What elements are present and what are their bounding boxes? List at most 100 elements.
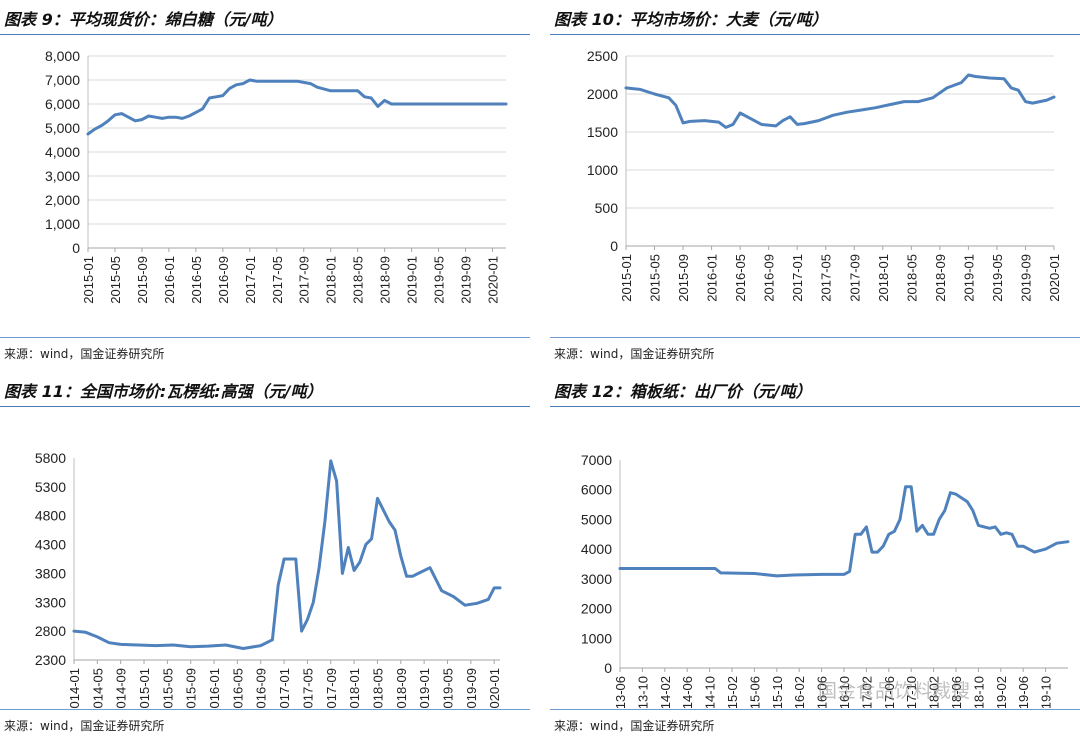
x-tick-label: 2017-09 xyxy=(847,254,862,302)
x-tick-label: 2014-06 xyxy=(680,676,695,708)
x-tick-label: 2019-01 xyxy=(417,668,432,708)
y-tick-label: 7,000 xyxy=(45,72,80,88)
chart-header: 图表 9：平均现货价：绵白糖（元/吨） xyxy=(0,0,530,35)
chart-area: 2300 2800 3300 3800 4300 4800 5300 5800 2014-01 2… xyxy=(0,406,530,708)
y-tick-label: 2300 xyxy=(35,652,66,668)
x-tick-label: 2016-02 xyxy=(792,676,807,708)
chart-area: 0 1,000 2,000 3,000 4,000 5,000 6,000 7,000 8,00… xyxy=(0,34,530,336)
chart-area: 0 500 1000 1500 2000 2500 2015-01 2015-05 2015-0… xyxy=(550,34,1080,336)
y-tick-label: 0 xyxy=(604,660,612,676)
x-tick-label: 2018-02 xyxy=(927,676,942,708)
x-tick-label: 2018-09 xyxy=(933,254,948,302)
y-tick-label: 5,000 xyxy=(45,120,80,136)
x-tick-label: 2018-09 xyxy=(394,668,409,708)
y-tick-label: 2,000 xyxy=(45,192,80,208)
x-tick-label: 2014-01 xyxy=(67,668,82,708)
x-tick-label: 2016-09 xyxy=(216,256,231,304)
x-tick-label: 2017-05 xyxy=(270,256,285,304)
x-tick-label: 2017-01 xyxy=(790,254,805,302)
series-line xyxy=(618,485,1070,578)
x-tick-label: 2015-05 xyxy=(108,256,123,304)
x-tick-label: 2015-01 xyxy=(619,254,634,302)
x-tick-label: 2018-01 xyxy=(324,256,339,304)
x-tick-label: 2019-09 xyxy=(1018,254,1033,302)
x-tick-label: 2016-05 xyxy=(230,668,245,708)
chart-source: 来源：wind，国金证券研究所 xyxy=(0,337,530,370)
x-tick-label: 2018-10 xyxy=(971,676,986,708)
x-tick-label: 2017-01 xyxy=(243,256,258,304)
x-tick-label: 2019-05 xyxy=(432,256,447,304)
x-tick-label: 2013-06 xyxy=(613,676,628,708)
chart-header: 图表 11：全国市场价:瓦楞纸:高强（元/吨） xyxy=(0,372,530,407)
x-tick-label: 2019-06 xyxy=(1016,676,1031,708)
x-tick-label: 2015-09 xyxy=(184,668,199,708)
y-tick-label: 2800 xyxy=(35,623,66,639)
x-tick-label: 2017-01 xyxy=(277,668,292,708)
x-tick-label: 2014-10 xyxy=(703,676,718,708)
x-tick-label: 2018-05 xyxy=(351,256,366,304)
x-tick-label: 2019-10 xyxy=(1039,676,1054,708)
x-tick-label: 2015-01 xyxy=(137,668,152,708)
corrugated-paper-price-line-chart: 2300 2800 3300 3800 4300 4800 5300 5800 2014-01 2… xyxy=(35,450,502,708)
y-tick-label: 3300 xyxy=(35,594,66,610)
x-tick-label: 2016-06 xyxy=(815,676,830,708)
chart-title: 图表 12：箱板纸：出厂价（元/吨） xyxy=(554,382,812,401)
y-tick-label: 0 xyxy=(610,238,618,254)
x-tick-label: 2014-05 xyxy=(90,668,105,708)
series-line xyxy=(624,73,1056,129)
x-tick-label: 2017-10 xyxy=(904,676,919,708)
y-tick-label: 4000 xyxy=(581,541,612,557)
source-label: 来源：wind，国金证券研究所 xyxy=(4,347,165,361)
watermark: 国金食品饮料裁搜 xyxy=(818,680,971,702)
y-tick-label: 1000 xyxy=(581,630,612,646)
x-tick-label: 2017-02 xyxy=(859,676,874,708)
x-tick-label: 2016-01 xyxy=(207,668,222,708)
x-tick-label: 2017-09 xyxy=(297,256,312,304)
y-tick-label: 2000 xyxy=(587,86,618,102)
x-tick-label: 2015-02 xyxy=(725,676,740,708)
y-tick-label: 8,000 xyxy=(45,48,80,64)
x-tick-label: 2013-10 xyxy=(635,676,650,708)
y-tick-label: 3,000 xyxy=(45,168,80,184)
x-tick-label: 2017-05 xyxy=(300,668,315,708)
source-label: 来源：wind，国金证券研究所 xyxy=(4,719,165,733)
x-tick-label: 2019-05 xyxy=(440,668,455,708)
x-tick-label: 2018-05 xyxy=(904,254,919,302)
x-tick-label: 2018-05 xyxy=(370,668,385,708)
x-tick-label: 2015-01 xyxy=(81,256,96,304)
chart-title: 图表 9：平均现货价：绵白糖（元/吨） xyxy=(4,10,283,29)
x-tick-label: 2017-05 xyxy=(819,254,834,302)
y-tick-label: 500 xyxy=(595,200,619,216)
x-tick-label: 2019-02 xyxy=(994,676,1009,708)
y-tick-label: 4,000 xyxy=(45,144,80,160)
x-tick-label: 2016-01 xyxy=(705,254,720,302)
series-line xyxy=(72,459,502,650)
chart-panel-barley: 图表 10：平均市场价：大麦（元/吨） 0 500 1000 1500 2000 2500… xyxy=(550,0,1080,370)
chart-panel-corrugated-paper: 图表 11：全国市场价:瓦楞纸:高强（元/吨） 2300 2800 3300 3800… xyxy=(0,372,530,742)
y-tick-label: 1,000 xyxy=(45,216,80,232)
y-tick-label: 1500 xyxy=(587,124,618,140)
x-tick-label: 2015-06 xyxy=(747,676,762,708)
y-tick-label: 3000 xyxy=(581,571,612,587)
x-tick-label: 2018-01 xyxy=(347,668,362,708)
source-label: 来源：wind，国金证券研究所 xyxy=(554,347,715,361)
x-tick-label: 2019-01 xyxy=(961,254,976,302)
x-tick-label: 2017-09 xyxy=(324,668,339,708)
boxboard-price-line-chart: 0 1000 2000 3000 4000 5000 6000 7000 2013-06 2013… xyxy=(581,452,1070,708)
chart-panel-sugar: 图表 9：平均现货价：绵白糖（元/吨） 0 1,000 2,000 3,000 4,00… xyxy=(0,0,530,370)
x-tick-label: 2017-06 xyxy=(882,676,897,708)
y-tick-label: 4300 xyxy=(35,537,66,553)
y-tick-label: 5000 xyxy=(581,511,612,527)
x-tick-label: 2018-06 xyxy=(949,676,964,708)
x-tick-label: 2015-05 xyxy=(160,668,175,708)
chart-title: 图表 11：全国市场价:瓦楞纸:高强（元/吨） xyxy=(4,382,323,401)
x-tick-label: 2016-09 xyxy=(254,668,269,708)
y-tick-label: 5300 xyxy=(35,479,66,495)
y-tick-label: 3800 xyxy=(35,565,66,581)
x-tick-label: 2016-01 xyxy=(162,256,177,304)
barley-price-line-chart: 0 500 1000 1500 2000 2500 2015-01 2015-05 2015-0… xyxy=(587,48,1062,302)
x-tick-label: 2014-02 xyxy=(658,676,673,708)
y-tick-label: 2000 xyxy=(581,601,612,617)
y-tick-label: 5800 xyxy=(35,450,66,466)
chart-title: 图表 10：平均市场价：大麦（元/吨） xyxy=(554,10,828,29)
